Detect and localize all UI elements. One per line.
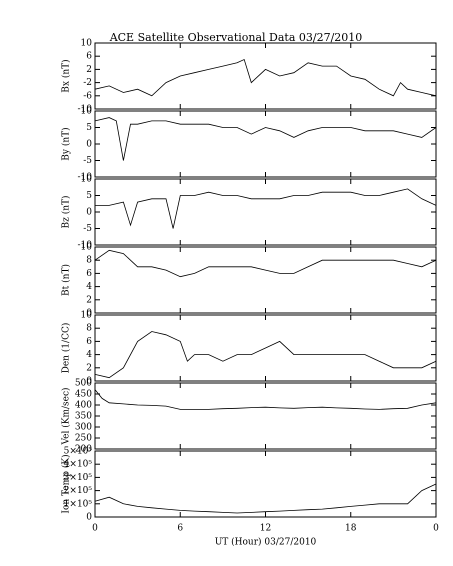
- y-tick-label: 4: [86, 282, 92, 292]
- y-axis-label: By (nT): [61, 127, 72, 160]
- y-tick-label: 4×10⁵: [64, 460, 93, 470]
- y-tick-label: -10: [78, 241, 93, 251]
- data-line: [94, 389, 437, 410]
- data-line: [94, 58, 437, 97]
- y-tick-label: 500: [75, 379, 92, 389]
- y-tick-label: 0: [86, 140, 92, 150]
- y-tick-label: 5: [86, 191, 92, 201]
- y-tick-label: 10: [81, 311, 93, 321]
- panel-frame: [94, 110, 437, 178]
- x-tick-label: 0: [433, 524, 439, 534]
- data-line: [94, 249, 437, 278]
- y-tick-label: 1×10⁵: [64, 499, 93, 509]
- y-tick-label: 200: [75, 445, 92, 455]
- y-tick-label: -2: [83, 78, 92, 88]
- y-tick-label: 0: [86, 309, 92, 319]
- y-tick-label: 5: [86, 123, 92, 133]
- x-tick-label: 6: [177, 524, 183, 534]
- y-tick-label: -10: [78, 105, 93, 115]
- data-line: [95, 188, 437, 229]
- x-tick-label: 12: [260, 524, 271, 534]
- chart-title: ACE Satellite Observational Data 03/27/2…: [109, 31, 363, 44]
- y-tick-label: 6: [86, 52, 92, 62]
- data-line: [94, 483, 437, 514]
- y-axis-label: Vel (Km/sec): [61, 387, 72, 445]
- y-axis-label: Bz (nT): [61, 195, 72, 228]
- y-tick-label: 10: [81, 107, 93, 117]
- y-tick-label: 0: [86, 208, 92, 218]
- y-tick-label: 350: [75, 412, 92, 422]
- panel-frame: [94, 178, 437, 246]
- data-line: [94, 331, 437, 379]
- x-tick-label: 18: [345, 524, 357, 534]
- x-axis-label: UT (Hour) 03/27/2010: [215, 537, 317, 548]
- data-line: [94, 117, 437, 161]
- y-tick-label: -6: [83, 91, 92, 101]
- y-tick-label: 250: [75, 434, 92, 444]
- y-tick-label: -5: [83, 224, 92, 234]
- y-axis-label: Bx (nT): [61, 59, 72, 92]
- y-tick-label: 2: [86, 65, 92, 75]
- panel-frame: [94, 42, 437, 110]
- y-tick-label: 3×10⁵: [64, 473, 93, 483]
- y-tick-label: 400: [75, 401, 92, 411]
- panel-frame: [94, 382, 437, 450]
- y-tick-label: 10: [81, 175, 93, 185]
- y-axis-label: Ion Temp (K): [61, 454, 72, 513]
- y-axis-label: Bt (nT): [61, 264, 72, 296]
- panel-frame: [94, 246, 437, 314]
- y-tick-label: 2×10⁵: [64, 486, 93, 496]
- y-tick-label: 6: [86, 269, 92, 279]
- y-tick-label: -10: [78, 173, 93, 183]
- y-tick-label: 450: [75, 390, 92, 400]
- y-tick-label: 6: [86, 337, 92, 347]
- y-tick-label: 8: [86, 256, 92, 266]
- y-tick-label: 2: [86, 363, 92, 373]
- x-tick-label: 0: [92, 524, 98, 534]
- y-tick-label: 4: [86, 350, 92, 360]
- y-tick-label: -5: [83, 156, 92, 166]
- y-tick-label: 300: [75, 423, 92, 433]
- y-tick-label: 2: [86, 295, 92, 305]
- y-tick-label: 0: [86, 513, 92, 523]
- y-tick-label: 10: [81, 243, 93, 253]
- y-tick-label: 8: [86, 324, 92, 334]
- y-tick-label: 0: [86, 377, 92, 387]
- y-tick-label: 5×10⁵: [64, 447, 93, 457]
- y-tick-label: 10: [81, 39, 93, 49]
- y-axis-label: Den (1/CC): [61, 323, 72, 374]
